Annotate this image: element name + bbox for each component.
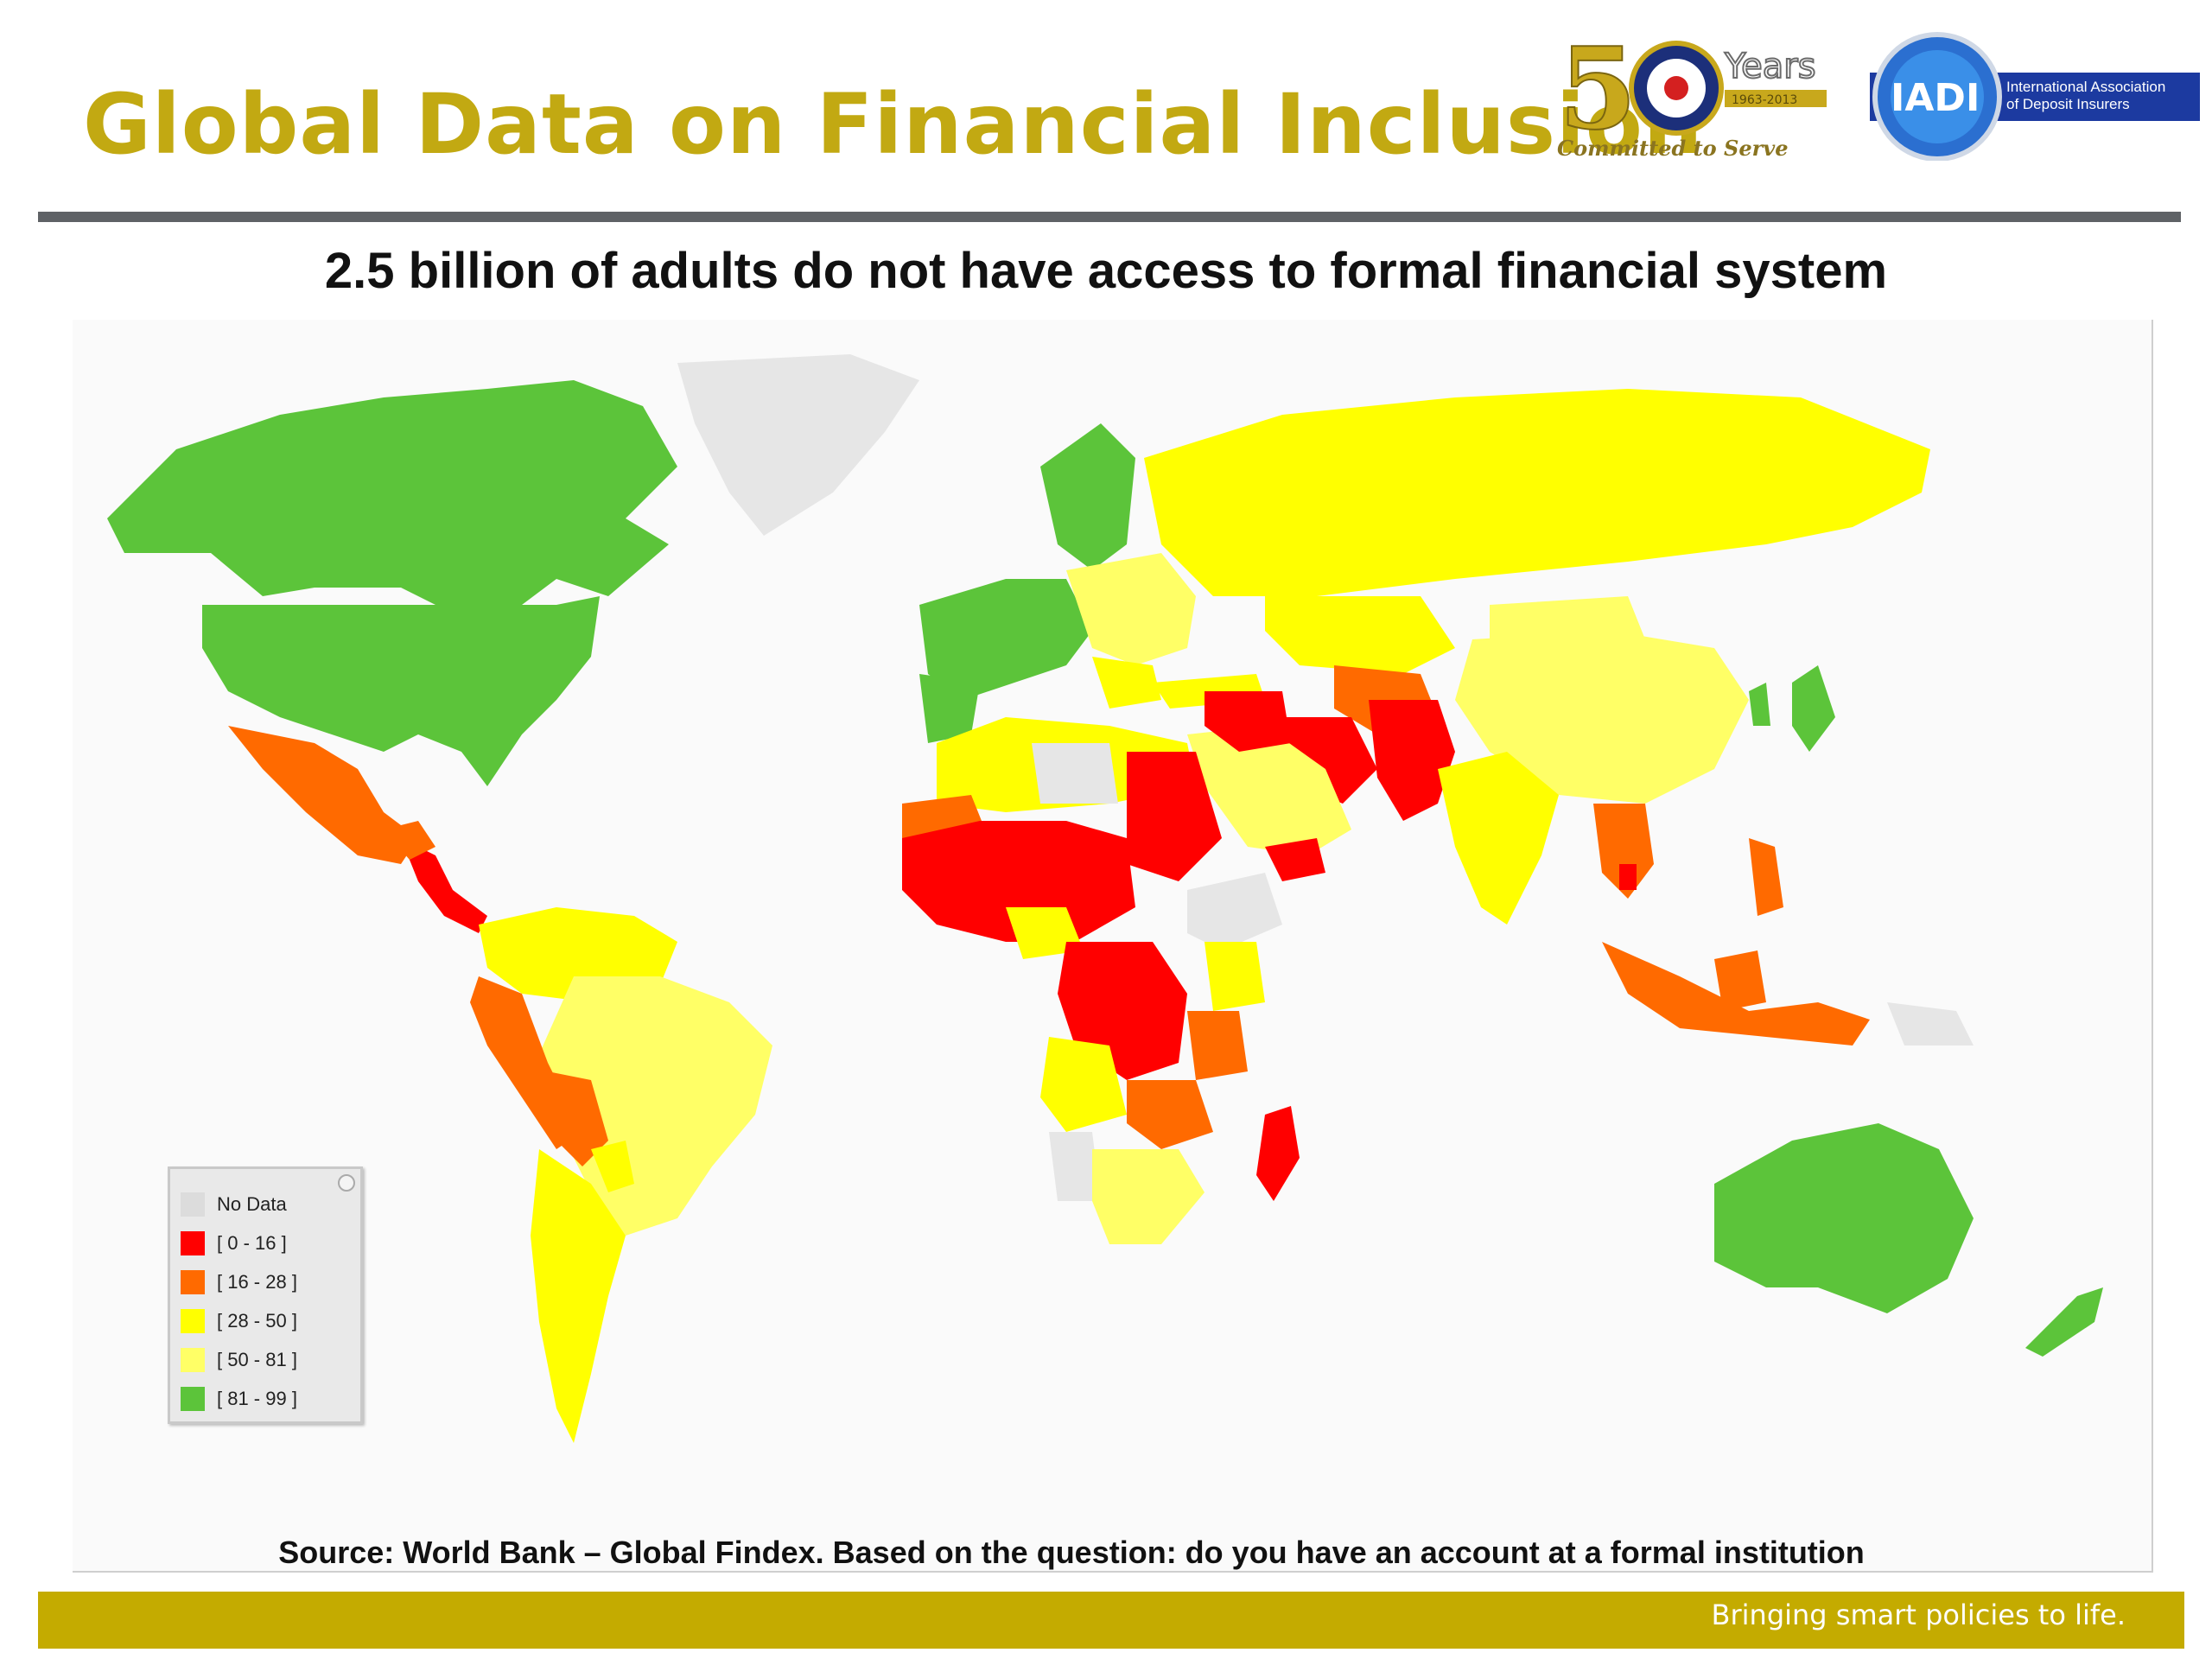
legend-swatch — [181, 1270, 205, 1294]
choropleth-map — [107, 354, 2103, 1443]
settings-icon[interactable] — [338, 1174, 355, 1192]
legend-label: [ 0 - 16 ] — [217, 1232, 287, 1254]
region-brazil — [539, 976, 772, 1236]
region-western-europe — [919, 579, 1092, 700]
region-afghanistan-pakistan — [1369, 700, 1455, 821]
region-papua — [1887, 1002, 1974, 1046]
legend-label: [ 81 - 99 ] — [217, 1388, 297, 1409]
region-sudan — [1127, 752, 1222, 881]
legend-item: [ 28 - 50 ] — [181, 1308, 297, 1334]
region-scandinavia — [1040, 423, 1135, 570]
region-yemen — [1265, 838, 1325, 881]
region-philippines — [1749, 838, 1783, 916]
world-map: No Data [ 0 - 16 ] [ 16 - 28 ] [ 28 - 50… — [73, 320, 2153, 1573]
legend-swatch — [181, 1309, 205, 1333]
legend-item: No Data — [181, 1192, 287, 1217]
region-borneo — [1714, 950, 1766, 1011]
legend-label: [ 28 - 50 ] — [217, 1310, 297, 1332]
region-bolivia — [548, 1071, 608, 1166]
region-china — [1455, 631, 1749, 804]
region-new-zealand — [2025, 1287, 2103, 1357]
region-balkans — [1092, 657, 1161, 709]
region-iberia — [919, 674, 980, 743]
region-southern-africa — [1092, 1149, 1205, 1244]
region-zambia-mozambique — [1127, 1080, 1213, 1149]
footer-bar — [38, 1592, 2184, 1649]
region-libya-nodata — [1032, 743, 1118, 804]
region-saudi-arabia — [1187, 726, 1351, 855]
region-angola — [1040, 1037, 1127, 1132]
region-kenya — [1205, 942, 1265, 1011]
region-australia — [1714, 1123, 1974, 1313]
region-paraguay — [591, 1141, 634, 1192]
legend-swatch — [181, 1387, 205, 1411]
source-note: Source: World Bank – Global Findex. Base… — [278, 1535, 1865, 1570]
legend-item: [ 0 - 16 ] — [181, 1230, 287, 1256]
iadi-name-line2: of Deposit Insurers — [2006, 96, 2130, 112]
legend-label: No Data — [217, 1193, 287, 1215]
region-mexico — [228, 726, 418, 864]
legend-item: [ 16 - 28 ] — [181, 1269, 297, 1295]
region-eastern-europe — [1066, 553, 1196, 665]
region-cambodia — [1619, 864, 1637, 890]
region-sahel — [902, 821, 1135, 942]
legend-swatch — [181, 1192, 205, 1217]
region-nigeria — [1006, 907, 1084, 959]
legend-swatch — [181, 1231, 205, 1255]
anniversary-logo: 5 Years 1963-2013 Committed to Serve — [1557, 26, 1827, 161]
region-indochina — [1593, 804, 1654, 899]
anniversary-years: Years — [1724, 47, 1816, 86]
region-ethiopia-nodata — [1187, 873, 1282, 950]
legend-swatch — [181, 1348, 205, 1372]
region-usa — [202, 596, 600, 786]
region-greenland — [677, 354, 919, 536]
region-iraq-syria — [1205, 691, 1291, 752]
legend-item: [ 50 - 81 ] — [181, 1347, 297, 1373]
region-madagascar — [1256, 1106, 1300, 1201]
header-divider — [38, 212, 2181, 222]
legend-label: [ 16 - 28 ] — [217, 1271, 297, 1293]
region-russia — [1144, 389, 1930, 596]
region-central-america — [401, 838, 487, 933]
legend-label: [ 50 - 81 ] — [217, 1349, 297, 1370]
anniversary-range: 1963-2013 — [1732, 93, 1797, 107]
region-tanzania — [1187, 1011, 1248, 1080]
region-canada — [107, 380, 677, 605]
region-kazakhstan — [1265, 596, 1455, 674]
footer-tagline: Bringing smart policies to life. — [1711, 1599, 2126, 1631]
region-korea — [1749, 683, 1770, 726]
iadi-name-line1: International Association — [2006, 79, 2165, 95]
iadi-abbr: IADI — [1891, 76, 1980, 120]
anniversary-motto: Committed to Serve — [1557, 136, 1789, 161]
map-legend: No Data [ 0 - 16 ] [ 16 - 28 ] [ 28 - 50… — [168, 1166, 363, 1424]
region-argentina-chile — [531, 1149, 626, 1443]
region-indonesia — [1602, 942, 1870, 1046]
region-guatemala — [384, 821, 435, 860]
slide-title: Global Data on Financial Inclusion — [83, 76, 1704, 173]
region-japan — [1792, 665, 1835, 752]
iadi-logo: IADI International Association of Deposi… — [1870, 32, 2200, 161]
region-india — [1438, 752, 1559, 925]
slide-subtitle: 2.5 billion of adults do not have access… — [324, 243, 1888, 299]
anniversary-number: 5 — [1559, 26, 1637, 155]
region-namibia-nodata — [1049, 1132, 1101, 1201]
legend-item: [ 81 - 99 ] — [181, 1386, 297, 1412]
